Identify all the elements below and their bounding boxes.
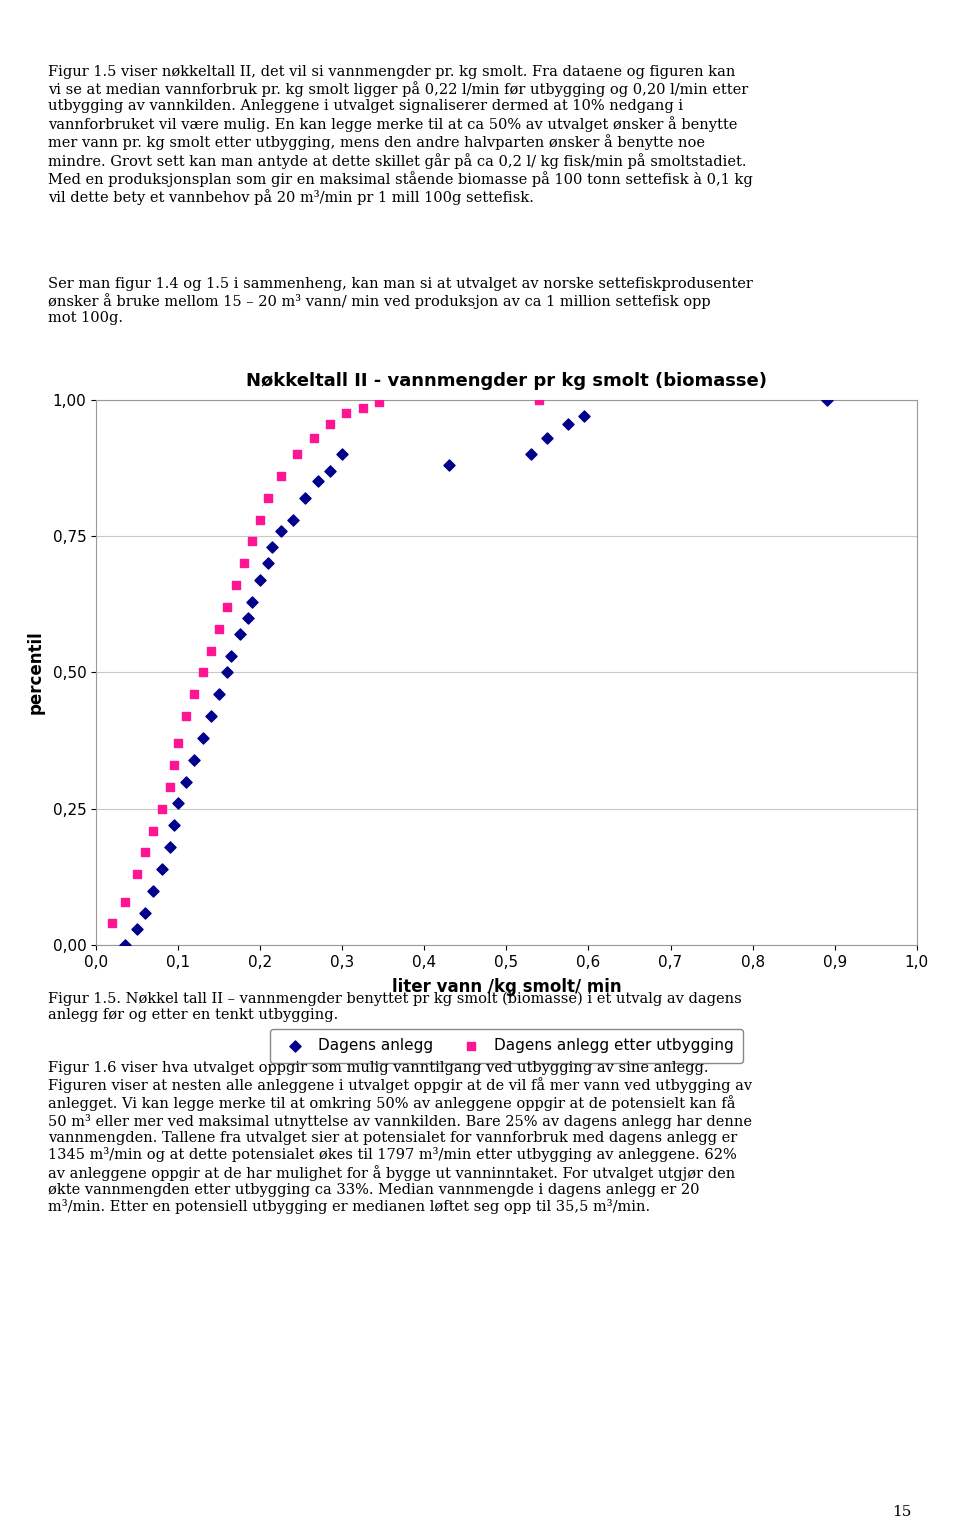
Dagens anlegg etter utbygging (289, 443, 304, 467)
Dagens anlegg (195, 725, 210, 750)
Dagens anlegg (204, 704, 219, 729)
Dagens anlegg (117, 933, 132, 958)
Dagens anlegg etter utbygging (105, 911, 120, 936)
Dagens anlegg (561, 412, 576, 437)
Dagens anlegg (244, 589, 259, 613)
Dagens anlegg etter utbygging (252, 507, 268, 532)
Dagens anlegg etter utbygging (166, 753, 181, 778)
Text: Figur 1.5. Nøkkel tall II – vannmengder benyttet pr kg smolt (biomasse) i et utv: Figur 1.5. Nøkkel tall II – vannmengder … (48, 991, 742, 1022)
Dagens anlegg etter utbygging (162, 775, 178, 799)
Dagens anlegg (154, 856, 169, 881)
Dagens anlegg (220, 661, 235, 686)
Text: Ser man figur 1.4 og 1.5 i sammenheng, kan man si at utvalget av norske settefis: Ser man figur 1.4 og 1.5 i sammenheng, k… (48, 277, 753, 326)
Dagens anlegg etter utbygging (137, 841, 153, 865)
Dagens anlegg (179, 768, 194, 793)
Dagens anlegg etter utbygging (204, 638, 219, 662)
Dagens anlegg etter utbygging (323, 412, 338, 437)
Dagens anlegg (523, 443, 539, 467)
Dagens anlegg (298, 486, 313, 510)
Dagens anlegg etter utbygging (228, 573, 243, 598)
Dagens anlegg (442, 453, 457, 478)
Dagens anlegg etter utbygging (187, 682, 203, 707)
Dagens anlegg (170, 792, 185, 816)
Dagens anlegg (273, 518, 288, 543)
Dagens anlegg etter utbygging (220, 595, 235, 619)
Dagens anlegg (130, 916, 145, 941)
Dagens anlegg etter utbygging (236, 550, 252, 575)
Dagens anlegg etter utbygging (261, 486, 276, 510)
Dagens anlegg (540, 426, 555, 450)
Dagens anlegg (252, 567, 268, 592)
Dagens anlegg etter utbygging (154, 796, 169, 821)
Dagens anlegg etter utbygging (273, 464, 288, 489)
Dagens anlegg (162, 835, 178, 859)
Dagens anlegg etter utbygging (130, 862, 145, 887)
Dagens anlegg etter utbygging (117, 890, 132, 915)
X-axis label: liter vann /kg smolt/ min: liter vann /kg smolt/ min (392, 979, 621, 996)
Text: Figur 1.5 viser nøkkeltall II, det vil si vannmengder pr. kg smolt. Fra dataene : Figur 1.5 viser nøkkeltall II, det vil s… (48, 65, 753, 206)
Dagens anlegg (265, 535, 280, 559)
Text: 15: 15 (893, 1505, 912, 1519)
Legend: Dagens anlegg, Dagens anlegg etter utbygging: Dagens anlegg, Dagens anlegg etter utbyg… (270, 1030, 743, 1062)
Dagens anlegg etter utbygging (170, 732, 185, 756)
Dagens anlegg etter utbygging (146, 818, 161, 842)
Dagens anlegg (323, 458, 338, 483)
Dagens anlegg etter utbygging (372, 390, 387, 415)
Dagens anlegg etter utbygging (306, 426, 322, 450)
Text: Figur 1.6 viser hva utvalget oppgir som mulig vanntilgang ved utbygging av sine : Figur 1.6 viser hva utvalget oppgir som … (48, 1061, 752, 1214)
Dagens anlegg (310, 469, 325, 493)
Dagens anlegg etter utbygging (339, 401, 354, 426)
Dagens anlegg (577, 404, 592, 429)
Dagens anlegg (261, 550, 276, 575)
Dagens anlegg etter utbygging (195, 661, 210, 686)
Dagens anlegg (224, 644, 239, 669)
Dagens anlegg (240, 606, 255, 630)
Dagens anlegg (146, 878, 161, 902)
Dagens anlegg (285, 507, 300, 532)
Title: Nøkkeltall II - vannmengder pr kg smolt (biomasse): Nøkkeltall II - vannmengder pr kg smolt … (246, 372, 767, 390)
Y-axis label: percentil: percentil (26, 630, 44, 715)
Dagens anlegg (232, 622, 248, 647)
Dagens anlegg (187, 747, 203, 772)
Dagens anlegg (211, 682, 227, 707)
Dagens anlegg (819, 387, 834, 412)
Dagens anlegg etter utbygging (244, 529, 259, 553)
Dagens anlegg etter utbygging (532, 387, 547, 412)
Dagens anlegg etter utbygging (179, 704, 194, 729)
Dagens anlegg (334, 443, 349, 467)
Dagens anlegg (137, 901, 153, 925)
Dagens anlegg (166, 813, 181, 838)
Dagens anlegg etter utbygging (355, 395, 371, 420)
Dagens anlegg etter utbygging (211, 616, 227, 641)
